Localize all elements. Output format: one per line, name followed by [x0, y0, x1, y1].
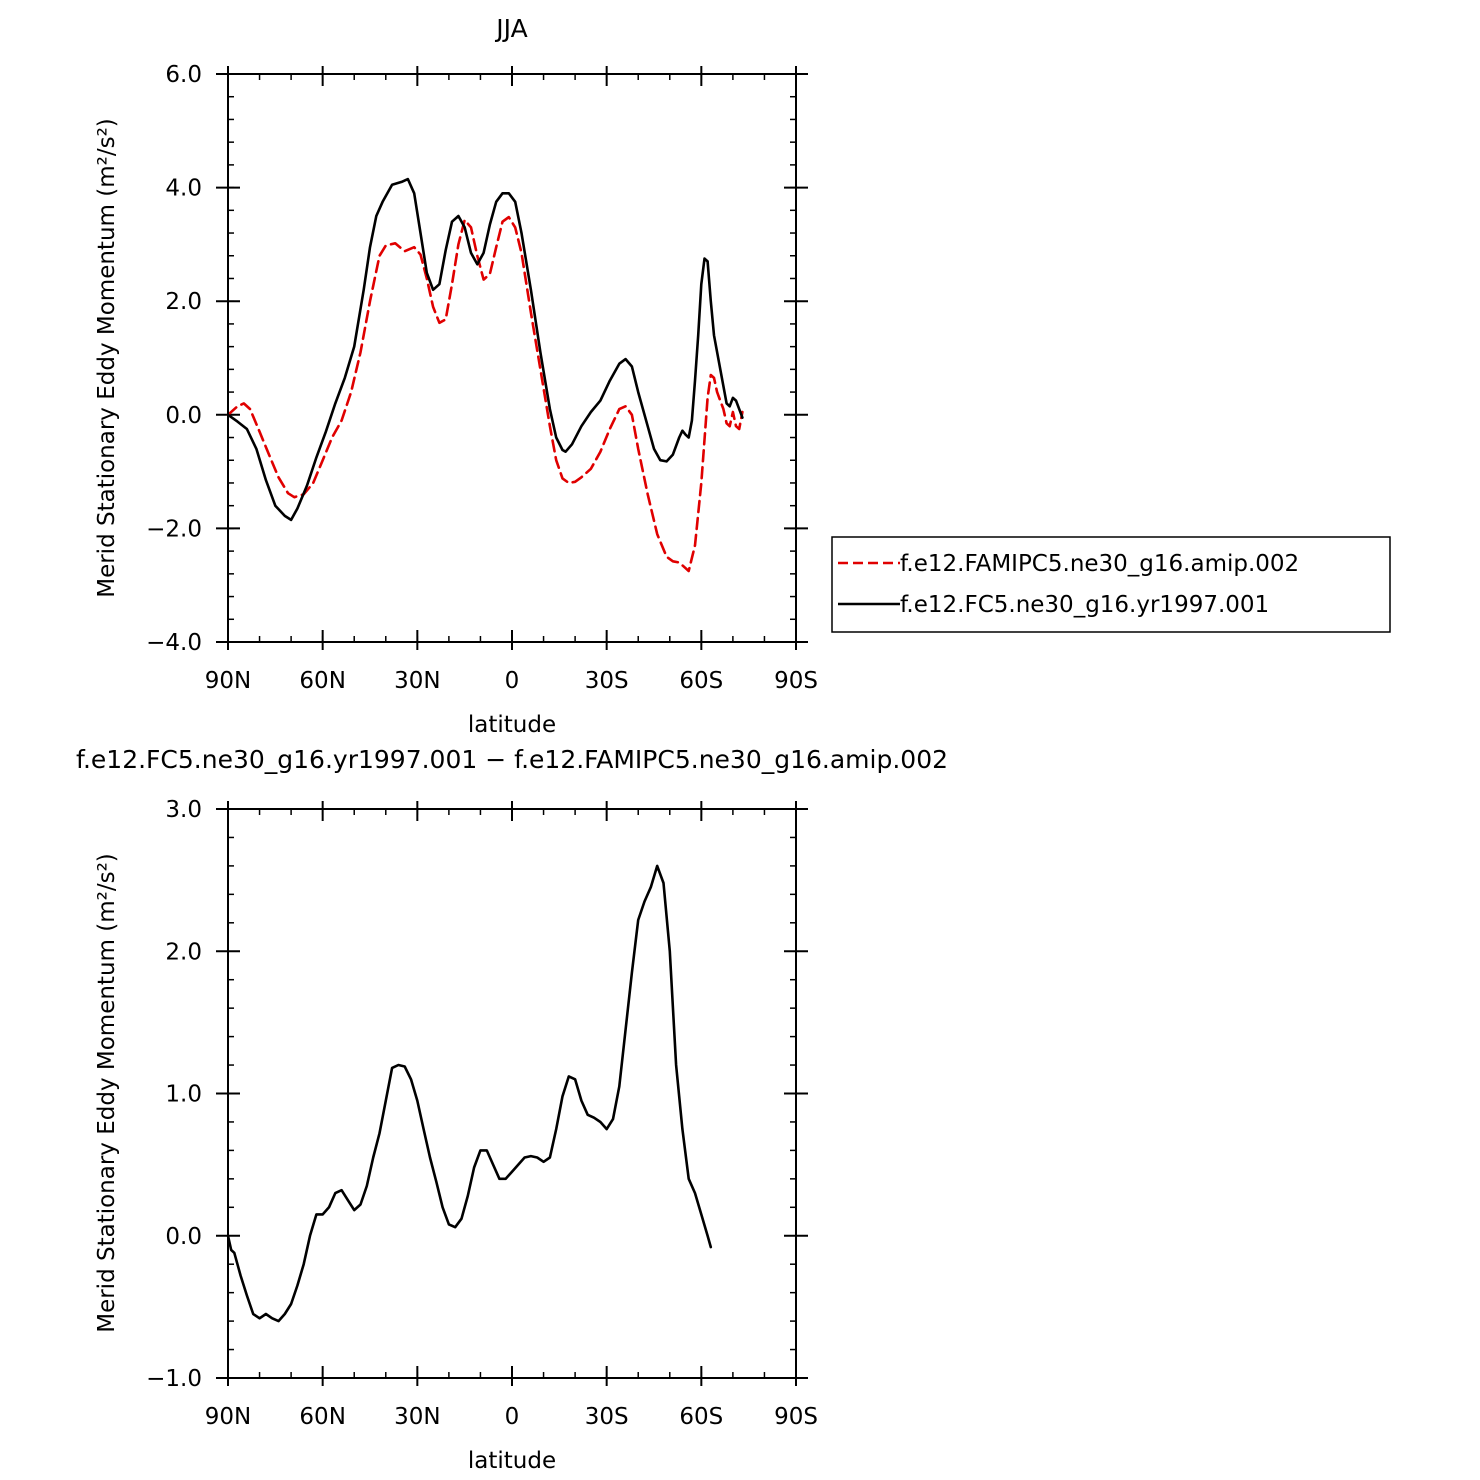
- bottom-y-tick-label: 1.0: [165, 1082, 202, 1108]
- bottom-plot-frame: [227, 808, 797, 1379]
- top-y-tick-label: 6.0: [165, 62, 202, 88]
- top-x-tick-label: 90N: [205, 668, 251, 694]
- bottom-x-tick-label: 90S: [774, 1404, 818, 1430]
- top-x-axis-label: latitude: [468, 712, 556, 738]
- bottom-series: [226, 864, 713, 1323]
- bottom-x-tick-label: 30N: [394, 1404, 440, 1430]
- top-x-tick-label: 60S: [679, 668, 723, 694]
- bottom-chart-title: f.e12.FC5.ne30_g16.yr1997.001 − f.e12.FA…: [76, 745, 948, 774]
- bottom-x-tick-label: 60S: [679, 1404, 723, 1430]
- bottom-x-tick-label: 0: [505, 1404, 520, 1430]
- bottom-x-tick-label: 60N: [299, 1404, 345, 1430]
- legend-label-fc5: f.e12.FC5.ne30_g16.yr1997.001: [900, 592, 1269, 618]
- top-y-tick-label: 4.0: [165, 176, 202, 202]
- top-x-tick-label: 30S: [585, 668, 629, 694]
- bottom-ticks: 90N 60N 30N 0 30S 60S 90S 3.0 2.0 1.0 0.0 −1.0: [146, 797, 818, 1430]
- top-y-tick-label: 0.0: [165, 403, 202, 429]
- bottom-y-tick-label: 0.0: [165, 1224, 202, 1250]
- top-chart-title: JJA: [494, 14, 527, 43]
- legend: f.e12.FAMIPC5.ne30_g16.amip.002 f.e12.FC…: [831, 536, 1391, 633]
- top-series-line-1: [226, 177, 744, 522]
- top-y-tick-label: −4.0: [146, 630, 202, 656]
- legend-box: [831, 536, 1391, 633]
- top-panel: JJA 90N 60N 30N 0 30S 60S 90S 6.0 4.0 2.0 0.0 −2.0 −…: [94, 14, 818, 738]
- top-y-tick-label: 2.0: [165, 289, 202, 315]
- bottom-y-axis-label: Merid Stationary Eddy Momentum (m²/s²): [94, 853, 120, 1333]
- top-series: [226, 177, 744, 573]
- bottom-panel: f.e12.FC5.ne30_g16.yr1997.001 − f.e12.FA…: [76, 745, 948, 1474]
- top-x-tick-label: 0: [505, 668, 520, 694]
- bottom-x-tick-label: 90N: [205, 1404, 251, 1430]
- top-x-tick-label: 90S: [774, 668, 818, 694]
- top-x-tick-label: 30N: [394, 668, 440, 694]
- bottom-x-tick-label: 30S: [585, 1404, 629, 1430]
- bottom-y-tick-label: 3.0: [165, 797, 202, 823]
- top-plot-frame: [227, 73, 797, 643]
- top-ticks: 90N 60N 30N 0 30S 60S 90S 6.0 4.0 2.0 0.0 −2.0 −4.0: [146, 62, 818, 694]
- bottom-series-line-0: [226, 864, 713, 1323]
- top-x-tick-label: 60N: [299, 668, 345, 694]
- bottom-x-axis-label: latitude: [468, 1448, 556, 1474]
- bottom-y-tick-label: 2.0: [165, 939, 202, 965]
- legend-label-amip: f.e12.FAMIPC5.ne30_g16.amip.002: [900, 551, 1299, 577]
- top-y-tick-label: −2.0: [146, 516, 202, 542]
- top-series-line-0: [226, 215, 744, 573]
- top-y-axis-label: Merid Stationary Eddy Momentum (m²/s²): [94, 118, 120, 598]
- bottom-y-tick-label: −1.0: [146, 1366, 202, 1392]
